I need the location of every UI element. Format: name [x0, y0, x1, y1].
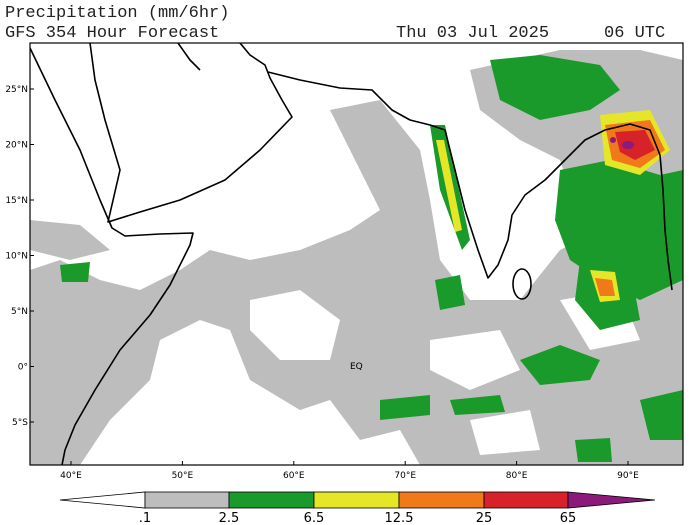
lat-label: 5°N	[11, 307, 28, 317]
lat-label: 15°N	[5, 196, 28, 206]
map-frame	[29, 42, 684, 466]
title: Precipitation (mm/6hr)	[5, 4, 229, 23]
colorbar-label: 65	[560, 511, 577, 525]
colorbar-label: 12.5	[385, 511, 414, 525]
time: 06 UTC	[604, 24, 665, 43]
lon-label: 60°E	[283, 471, 305, 481]
lon-label: 70°E	[394, 471, 416, 481]
lat-label: 20°N	[5, 141, 28, 151]
colorbar-label: 6.5	[304, 511, 325, 525]
colorbar-label: 2.5	[219, 511, 240, 525]
subtitle: GFS 354 Hour Forecast	[5, 24, 219, 43]
lon-label: 80°E	[506, 471, 528, 481]
equator-label: EQ	[350, 362, 363, 372]
lat-label: 25°N	[5, 85, 28, 95]
precip-field	[30, 43, 683, 465]
colorbar-label: 25	[476, 511, 493, 525]
axes: 25°N 20°N 15°N 10°N 5°N 0° 5°S 40°E 50°E 60°E 70°E…	[5, 85, 639, 481]
lat-label: 0°	[18, 363, 28, 373]
lon-label: 40°E	[60, 471, 82, 481]
lon-label: 50°E	[172, 471, 194, 481]
lon-label: 90°E	[617, 471, 639, 481]
colorbar-label: .1	[139, 511, 151, 525]
colorbar-labels: .1 2.5 6.5 12.5 25 65	[139, 511, 576, 525]
colorbar	[59, 491, 656, 509]
lat-label: 5°S	[12, 418, 28, 428]
lat-label: 10°N	[5, 252, 28, 262]
date: Thu 03 Jul 2025	[396, 24, 549, 43]
